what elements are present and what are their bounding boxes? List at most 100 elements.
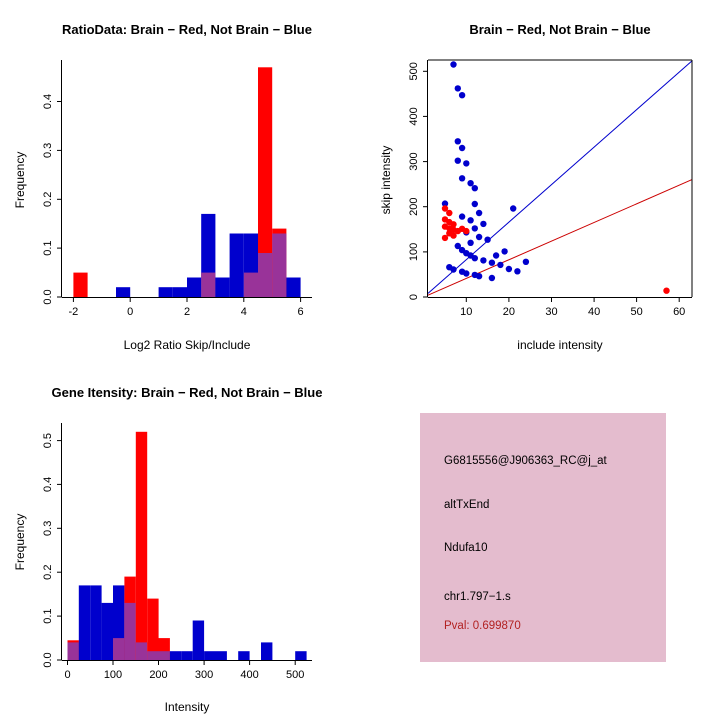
gene_hist-x-tick-label: 0 [64,669,70,681]
gene-hist-xlabel: Intensity [164,700,210,714]
gene_hist-hist-bar-overlap [147,651,159,660]
scatter-xlabel: include intensity [517,338,603,352]
scatter-point-red [441,234,449,242]
scatter-point-red [463,227,470,235]
ratio_hist-hist-bar [258,67,273,297]
gene_hist-hist-bar [295,651,307,660]
scatter-x-tick-label: 40 [588,306,600,318]
scatter-point-blue [492,252,500,259]
scatter-point-blue [467,217,474,224]
scatter-point-blue [480,220,487,228]
scatter-point-red [450,221,457,228]
ratio_hist-y-tick-label: 0.4 [42,94,54,109]
ratio_hist-x-tick-label: 6 [298,306,304,318]
ratio_hist-y-tick-label: 0.2 [42,192,54,207]
scatter-point-blue [467,239,474,246]
gene_hist-hist-bar [215,651,227,660]
scatter-point-blue [501,248,508,255]
scatter-point-blue [450,61,457,68]
ratio_hist-hist-bar [229,233,244,297]
gene_hist-hist-bar-overlap [113,638,125,660]
scatter-point-red [450,232,457,239]
scatter-y-tick-label: 300 [408,152,420,170]
gene_hist-y-tick-label: 0.2 [42,565,54,580]
scatter-point-blue [471,255,478,262]
ratio_hist-hist-bar-overlap [201,272,216,297]
scatter-point-blue [488,259,496,266]
scatter-point-blue [475,209,483,217]
scatter-point-blue [463,160,470,167]
ratio_hist-hist-bar [286,277,301,297]
gene_hist-hist-bar-overlap [124,602,136,660]
ratio_hist-hist-bar [187,277,202,297]
scatter-point-red [663,287,670,294]
gene_hist-hist-bar [192,620,205,660]
gene_hist-hist-bar [158,638,170,660]
scatter-point-blue [454,242,461,250]
gene_hist-hist-bar [261,642,273,660]
gene_hist-x-tick-label: 300 [195,669,213,681]
ratio_hist-x-tick-label: 4 [241,306,247,318]
scatter-point-red [441,205,449,212]
gene-hist-title: Gene Itensity: Brain − Red, Not Brain − … [51,385,323,400]
gene_hist-hist-bar [204,651,216,660]
ratio-hist-ylabel: Frequency [13,151,27,209]
scatter-abline-red [427,179,693,296]
scatter-point-blue [450,266,457,273]
gene_hist-hist-bar-overlap [158,651,170,660]
scatter-point-blue [458,144,466,152]
scatter-x-tick-label: 20 [503,306,515,318]
scatter-point-blue [471,185,478,192]
scatter-y-tick-label: 500 [408,62,420,80]
ratio_hist-hist-bar-overlap [272,233,287,297]
scatter-point-blue [497,261,504,269]
gene_hist-x-tick-label: 200 [149,669,167,681]
scatter-x-tick-label: 10 [460,306,472,318]
ratio_hist-x-tick-label: 2 [184,306,190,318]
scatter-point-blue [454,157,461,164]
scatter-point-blue [467,180,474,187]
gene_hist-hist-bar [238,651,250,660]
scatter-point-blue [484,236,491,243]
scatter-abline-blue [427,60,693,294]
scatter-point-blue [514,268,521,275]
scatter-y-tick-label: 200 [408,198,420,216]
ratio_hist-hist-bar-overlap [243,272,258,297]
gene_hist-y-tick-label: 0.5 [42,433,54,448]
ratio-hist-xlabel: Log2 Ratio Skip/Include [123,338,251,352]
gene_hist-x-tick-label: 400 [240,669,258,681]
ratio_hist-hist-bar [116,287,131,297]
scatter-point-blue [505,265,513,273]
scatter-title: Brain − Red, Not Brain − Blue [469,22,651,37]
gene_hist-x-tick-label: 100 [104,669,122,681]
info-box: G6815556@J906363_RC@j_at altTxEnd Ndufa1… [420,413,666,662]
scatter-point-blue [480,257,487,264]
scatter-y-tick-label: 100 [408,243,420,261]
gene_hist-hist-bar [169,651,182,660]
ratio_hist-x-tick-label: 0 [127,306,133,318]
gene_hist-hist-bar [147,598,159,660]
scatter-x-tick-label: 50 [630,306,642,318]
scatter-x-tick-label: 30 [545,306,557,318]
gene-hist-ylabel: Frequency [13,513,27,571]
scatter-point-blue [458,92,466,99]
scatter-point-blue [454,85,461,92]
ratio_hist-y-tick-label: 0.0 [42,289,54,304]
pval-text: Pval: 0.699870 [444,620,521,632]
gene_hist-hist-bar [181,651,193,660]
gene_hist-x-tick-label: 500 [286,669,304,681]
scatter-point-blue [458,213,466,220]
gene_hist-y-tick-label: 0.4 [42,477,54,492]
scatter-point-blue [471,225,478,232]
scatter-ylabel: skip intensity [379,145,393,215]
scatter-point-red [446,209,453,217]
probe-id-text: G6815556@J906363_RC@j_at [444,455,607,467]
scatter-point-blue [463,270,470,277]
location-text: chr1.797−1.s [444,591,511,603]
scatter-point-blue [475,233,483,241]
ratio_hist-hist-bar [172,287,187,297]
scatter-x-tick-label: 60 [673,306,685,318]
gene_hist-y-tick-label: 0.3 [42,521,54,536]
gene_hist-hist-bar [113,585,125,660]
